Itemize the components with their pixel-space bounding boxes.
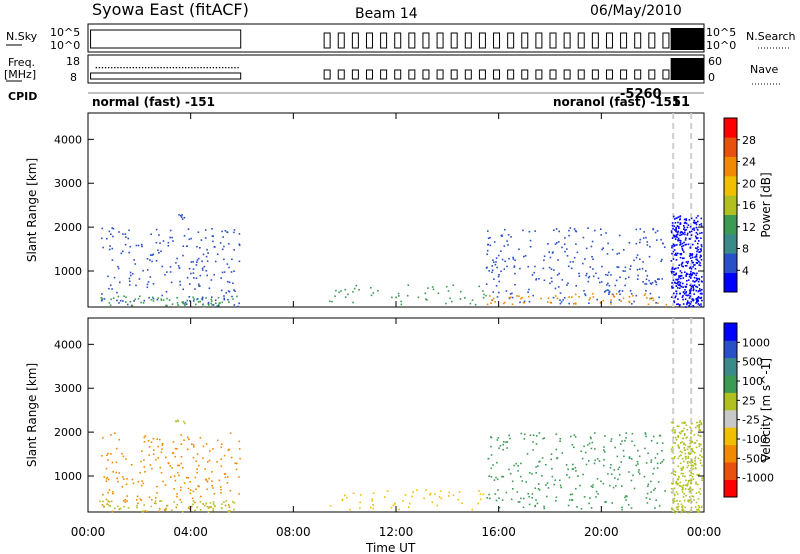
time-tick-label: 00:00	[687, 525, 722, 539]
velocity-colorbar: 1000 500 100 25 -25 -100 -500 -1000 Velocity [m …	[723, 322, 774, 498]
y-tick-label: 1000	[54, 470, 82, 483]
colorbar-segment	[724, 214, 737, 235]
velocity-panel: 1000 2000 3000 4000 Slant Range [km]	[25, 317, 705, 514]
nave-tick-top: 60	[708, 55, 722, 68]
colorbar-segment	[724, 427, 737, 446]
y-axis-label: Slant Range [km]	[25, 363, 39, 467]
date-label: 06/May/2010	[590, 3, 682, 19]
cpid-label: CPID	[8, 90, 37, 103]
colorbar-tick-label: 28	[742, 134, 756, 147]
y-tick-label: 3000	[54, 382, 82, 395]
echo-patch	[670, 215, 703, 308]
colorbar-segment	[724, 462, 737, 480]
nsky-tick-top: 10^5	[50, 26, 80, 39]
colorbar-segment	[724, 234, 737, 254]
colorbar-label: Velocity [m s^-1]	[759, 358, 773, 462]
colorbar-label: Power [dB]	[759, 172, 773, 237]
panel-frame	[87, 112, 705, 308]
colorbar-tick-label: 4	[742, 264, 749, 277]
nsearch-tick-bottom: 10^0	[706, 39, 736, 52]
nsearch-label: N.Search	[746, 30, 796, 43]
colorbar-tick-label: 25	[742, 394, 756, 407]
echo-patch	[175, 419, 186, 425]
beam-label: Beam 14	[355, 6, 418, 22]
strip-traces	[90, 28, 704, 80]
echo-patch	[178, 214, 186, 220]
colorbar-tick-label: -100	[742, 433, 767, 446]
echo-patch	[486, 432, 666, 511]
echo-patch	[329, 489, 485, 511]
time-tick-label: 16:00	[481, 525, 516, 539]
colorbar-tick-label: 12	[742, 221, 756, 234]
colorbar-segment	[724, 392, 737, 411]
colorbar-tick-label: 20	[742, 177, 756, 190]
colorbar-segment	[724, 444, 737, 463]
echo-patch	[670, 420, 703, 514]
y-tick-label: 1000	[54, 265, 82, 278]
colorbar-tick-label: 8	[742, 243, 749, 256]
echo-patch	[485, 227, 666, 305]
nave-tick-bottom: 0	[708, 71, 715, 84]
echo-patch	[101, 432, 241, 513]
colorbar-tick-label: 100	[742, 375, 763, 388]
colorbar-tick-label: -1000	[742, 472, 774, 485]
freq-tick-bottom: 8	[70, 71, 77, 84]
freq-label: Freq.	[8, 56, 35, 69]
colorbar-segment	[724, 410, 737, 428]
colorbar-segment	[724, 253, 737, 273]
colorbar-segment	[724, 340, 737, 359]
panel-frame	[87, 317, 705, 513]
nave-label: Nave	[750, 63, 778, 76]
y-tick-label: 2000	[54, 426, 82, 439]
time-tick-label: 04:00	[173, 525, 208, 539]
nsky-label: N.Sky	[6, 30, 38, 43]
colorbar-segment	[724, 479, 737, 498]
time-tick-label: 00:00	[71, 525, 106, 539]
power-colorbar: 28 24 20 16 12 8 4 Power [dB]	[723, 117, 773, 293]
colorbar-segment	[724, 137, 737, 157]
time-tick-label: 08:00	[276, 525, 311, 539]
nsearch-tick-top: 10^5	[706, 26, 736, 39]
cpid-text-right: noranol (fast) -151	[553, 95, 680, 109]
y-tick-label: 4000	[54, 133, 82, 146]
colorbar-segment	[724, 357, 737, 376]
freq-tick-top: 18	[66, 55, 80, 68]
colorbar-segment	[724, 156, 737, 177]
plot-title: Syowa East (fitACF)	[92, 0, 249, 19]
y-axis-label: Slant Range [km]	[25, 158, 39, 262]
colorbar-tick-label: 1000	[742, 336, 770, 349]
y-tick-label: 3000	[54, 177, 82, 190]
colorbar-segment	[724, 118, 737, 138]
colorbar-tick-label: 500	[742, 356, 763, 369]
nsky-tick-bottom: 10^0	[50, 39, 80, 52]
colorbar-segment	[724, 272, 737, 293]
echo-patch	[486, 293, 668, 306]
cpid-text-right-upper: -5260	[620, 87, 662, 102]
time-axis: 00:00 04:00 08:00 12:00 16:00 20:00 00:00	[71, 113, 722, 539]
colorbar-tick-label: -25	[742, 414, 760, 427]
time-tick-label: 20:00	[584, 525, 619, 539]
cpid-text-left: normal (fast) -151	[92, 95, 215, 109]
colorbar-segment	[724, 323, 737, 341]
colorbar-tick-label: 16	[742, 199, 756, 212]
y-tick-label: 4000	[54, 338, 82, 351]
time-axis-label: Time UT	[365, 541, 416, 554]
cpid-text-right-tail: 51	[672, 95, 690, 110]
echo-patch	[100, 227, 241, 308]
colorbar-segment	[724, 375, 737, 393]
colorbar-tick-label: 24	[742, 156, 756, 169]
echo-patch	[100, 295, 238, 308]
freq-unit-label: [MHz]	[4, 68, 36, 81]
colorbar-segment	[724, 176, 737, 196]
time-tick-label: 12:00	[379, 525, 414, 539]
y-tick-label: 2000	[54, 221, 82, 234]
colorbar-tick-label: -500	[742, 452, 767, 465]
echo-patch	[99, 500, 236, 513]
power-panel: 1000 2000 3000 4000 Slant Range [km]	[25, 112, 705, 308]
colorbar-segment	[724, 195, 737, 215]
echo-patch	[329, 284, 487, 306]
